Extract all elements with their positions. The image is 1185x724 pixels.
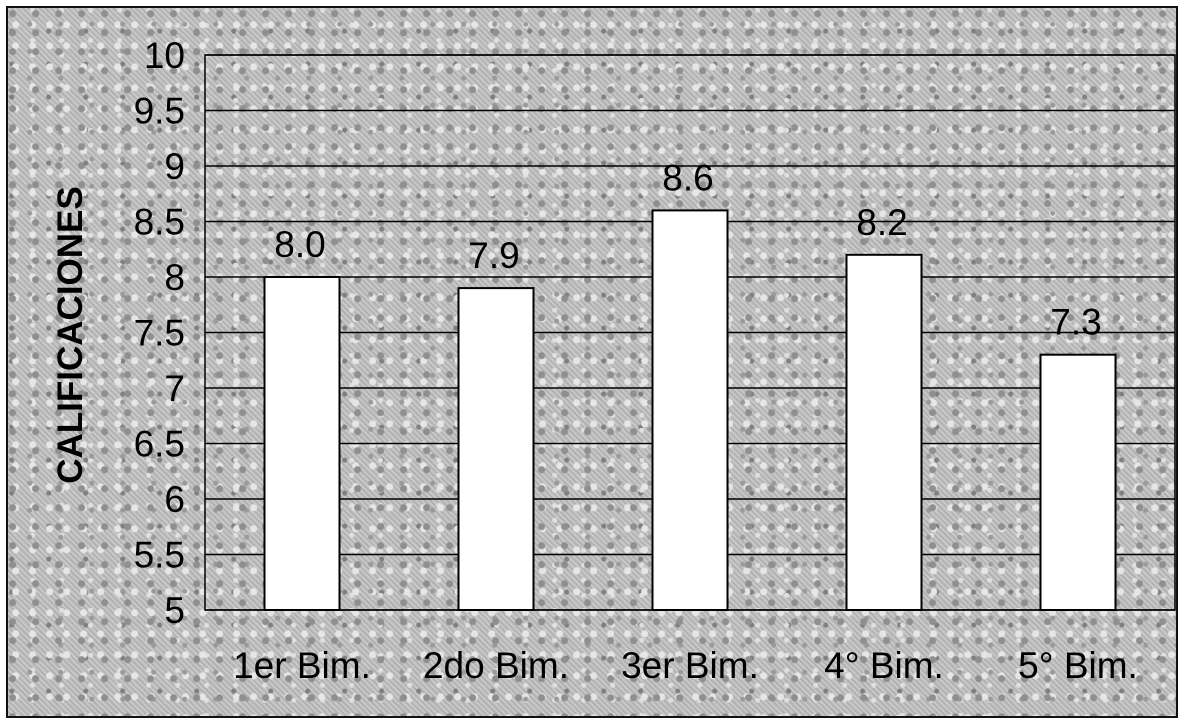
x-tick-label: 4° Bim. xyxy=(824,645,944,686)
x-tick-label: 5° Bim. xyxy=(1018,645,1138,686)
bars xyxy=(263,209,1117,612)
bar xyxy=(651,209,729,611)
y-tick-label: 7.5 xyxy=(134,313,185,354)
x-tick-label: 2do Bim. xyxy=(423,645,569,686)
chart-frame xyxy=(6,6,1178,718)
x-tick-labels: 1er Bim. 2do Bim. 3er Bim. 4° Bim. 5° Bim. xyxy=(233,645,1138,686)
y-tick-label: 6 xyxy=(164,479,185,520)
data-label: 8.0 xyxy=(274,224,325,265)
y-tick-label: 5.5 xyxy=(134,535,185,576)
y-tick-label: 9 xyxy=(164,146,185,187)
data-label: 8.2 xyxy=(856,202,907,243)
y-axis-label: CALIFICACIONES xyxy=(51,186,90,484)
y-tick-label: 5 xyxy=(164,590,185,631)
y-tick-label: 6.5 xyxy=(134,424,185,465)
x-tick-label: 1er Bim. xyxy=(233,645,371,686)
y-tick-label: 7 xyxy=(164,368,185,409)
y-tick-label: 8.5 xyxy=(134,202,185,243)
data-label: 7.3 xyxy=(1050,302,1101,343)
bar xyxy=(845,253,923,612)
y-tick-label: 10 xyxy=(144,35,185,76)
x-tick-label: 3er Bim. xyxy=(621,645,759,686)
bar xyxy=(263,276,341,611)
data-label: 8.6 xyxy=(662,157,713,198)
bar xyxy=(457,287,535,611)
y-tick-label: 9.5 xyxy=(134,91,185,132)
y-tick-labels: 10 9.5 9 8.5 8 7.5 7 6.5 6 5.5 5 xyxy=(134,35,185,631)
data-labels: 8.0 7.9 8.6 8.2 7.3 xyxy=(274,157,1101,342)
data-label: 7.9 xyxy=(468,235,519,276)
bar xyxy=(1039,353,1117,612)
y-tick-label: 8 xyxy=(164,257,185,298)
